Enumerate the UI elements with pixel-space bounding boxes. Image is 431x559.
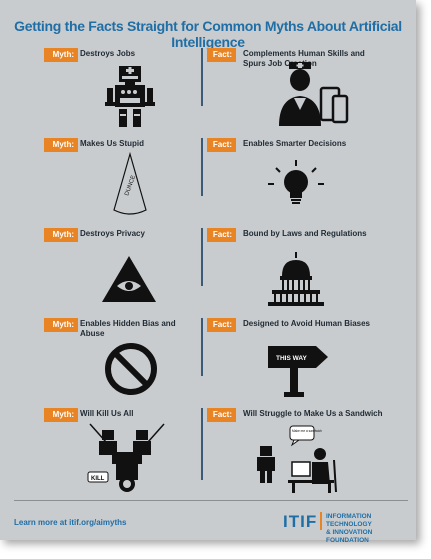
myth-tag: Myth: [44,48,78,62]
capitol-building-icon [268,252,324,306]
direction-sign-icon: THIS WAY [268,346,328,397]
fact-tag: Fact: [207,408,236,422]
fact-tag: Fact: [207,138,236,152]
myth-tag: Myth: [44,138,78,152]
myth-tag: Myth: [44,318,78,332]
fact-text: Complements Human Skills and Spurs Job C… [243,49,365,68]
column-divider [201,228,203,286]
lightbulb-icon [268,160,324,204]
logo-divider [320,512,322,530]
dunce-cap-icon: DUNCE [113,152,147,215]
myth-fact-row: Myth: Destroys Privacy Fact: Bound by La… [0,228,416,314]
sign-label: THIS WAY [276,355,307,362]
kill-label: KILL [91,476,105,482]
column-divider [201,408,203,480]
organization-name-line2: & INNOVATION FOUNDATION [326,529,373,544]
column-divider [201,138,203,196]
myth-text: Will Kill Us All [80,409,134,418]
myth-tag: Myth: [44,408,78,422]
organization-name: INFORMATION TECHNOLOGY & INNOVATION FOUN… [326,513,416,545]
fact-tag: Fact: [207,228,236,242]
myth-text: Destroys Jobs [80,49,136,58]
robot-and-human-sandwich-icon: Make me a sandwich [257,425,337,493]
myth-tag: Myth: [44,228,78,242]
column-divider [201,318,203,376]
myth-text: Makes Us Stupid [80,139,145,148]
footer-divider [14,500,408,501]
organization-name-line1: INFORMATION TECHNOLOGY [326,513,372,528]
dunce-cap-label: DUNCE [124,175,137,197]
fact-text: Enables Smarter Decisions [243,139,347,148]
doctor-with-devices-icon [279,62,349,126]
myth-fact-row: Myth: Destroys Jobs Fact: Complements Hu… [0,48,416,134]
speech-bubble-text: Make me a sandwich [292,429,322,433]
all-seeing-eye-pyramid-icon [102,256,156,302]
fact-tag: Fact: [207,318,236,332]
fact-text: Bound by Laws and Regulations [243,229,367,238]
fact-text: Will Struggle to Make Us a Sandwich [243,409,383,418]
infographic-page: Getting the Facts Straight for Common My… [0,0,416,544]
page-title: Getting the Facts Straight for Common My… [14,18,402,50]
killer-robots-icon: KILL [87,423,165,492]
fact-tag: Fact: [207,48,236,62]
myth-fact-row: Myth: Will Kill Us All Fact: Will Strugg… [0,408,416,494]
myth-fact-row: Myth: Enables Hidden Bias and Abuse Fact… [0,318,416,404]
itif-logo: ITIF [283,512,318,531]
myth-fact-row: Myth: Makes Us Stupid Fact: Enables Smar… [0,138,416,224]
prohibited-icon [105,343,157,395]
learn-more-link[interactable]: Learn more at itif.org/aimyths [14,518,127,527]
myth-text: Destroys Privacy [80,229,145,238]
fact-text: Designed to Avoid Human Biases [243,319,370,328]
myth-text: Enables Hidden Bias and Abuse [80,319,176,338]
robot-icon [105,66,155,127]
column-divider [201,48,203,106]
